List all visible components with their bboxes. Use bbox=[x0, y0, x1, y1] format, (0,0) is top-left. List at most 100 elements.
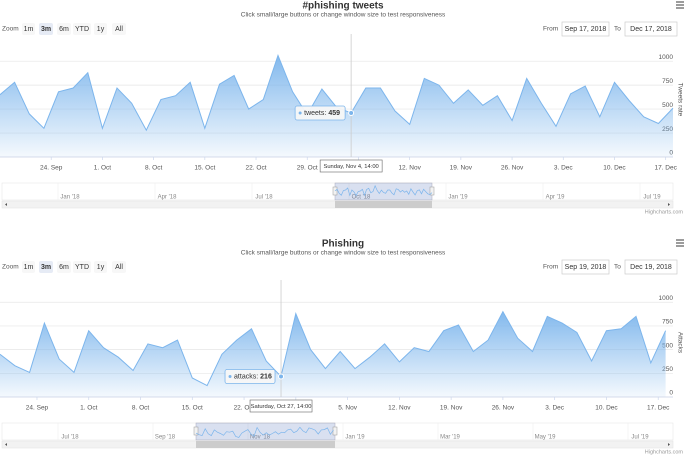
y-tick-label: 750 bbox=[662, 78, 673, 85]
range-button-label[interactable]: 3m bbox=[41, 264, 51, 271]
range-button[interactable] bbox=[94, 23, 107, 35]
x-tick-label: 24. Sep bbox=[26, 405, 49, 412]
navigator-label: Jan '19 bbox=[448, 195, 468, 201]
navigator-handle[interactable] bbox=[429, 186, 435, 196]
x-tick-label: 22. Oct bbox=[234, 405, 255, 412]
to-input[interactable] bbox=[624, 259, 678, 275]
credit[interactable]: Highcharts.com bbox=[645, 209, 684, 215]
credit[interactable]: Highcharts.com bbox=[645, 449, 684, 455]
menu-button[interactable] bbox=[676, 1, 684, 9]
scroll-arrow[interactable] bbox=[668, 443, 670, 446]
range-button[interactable] bbox=[73, 23, 91, 35]
range-button[interactable] bbox=[73, 261, 91, 273]
from-value: Sep 19, 2018 bbox=[565, 264, 607, 271]
x-tick-label: 1. Oct bbox=[80, 405, 98, 412]
navigator-label: Apr '19 bbox=[546, 195, 565, 201]
tooltip-dot bbox=[228, 375, 232, 379]
to-label: To bbox=[614, 264, 621, 271]
tooltip-text: tweets: 459 bbox=[304, 110, 340, 117]
range-button[interactable] bbox=[112, 23, 126, 35]
range-button-label[interactable]: YTD bbox=[75, 264, 89, 271]
range-button[interactable] bbox=[22, 261, 35, 273]
scroll-arrow[interactable] bbox=[5, 443, 7, 446]
range-button-label[interactable]: 3m bbox=[41, 26, 51, 33]
range-button-label[interactable]: YTD bbox=[75, 26, 89, 33]
range-button-label[interactable]: 6m bbox=[59, 26, 69, 33]
scrollbar-thumb[interactable] bbox=[335, 201, 432, 208]
navigator-line bbox=[195, 426, 334, 438]
x-tick-label: 10. Dec bbox=[603, 165, 626, 172]
x-tick-label: 17. Dec bbox=[654, 165, 677, 172]
y-tick-label: 750 bbox=[662, 319, 673, 326]
range-button-label[interactable]: All bbox=[115, 264, 123, 271]
from-input[interactable] bbox=[561, 21, 610, 37]
x-tick-label: 1. Oct bbox=[94, 165, 112, 172]
x-tick-label: 12. Nov bbox=[398, 165, 421, 172]
tooltip-box bbox=[294, 105, 346, 121]
zoom-label: Zoom bbox=[2, 264, 19, 271]
scrollbar[interactable] bbox=[1, 440, 674, 449]
from-label: From bbox=[543, 26, 558, 33]
scroll-arrow[interactable] bbox=[5, 203, 7, 206]
tooltip-text: attacks: 216 bbox=[234, 373, 272, 380]
range-button[interactable] bbox=[39, 23, 53, 35]
range-button[interactable] bbox=[39, 261, 53, 273]
x-tick-label: 15. Oct bbox=[182, 405, 203, 412]
tooltip-dot bbox=[298, 111, 302, 115]
y-axis-title: Tweets rate bbox=[676, 83, 683, 117]
navigator-label: Jan '18 bbox=[60, 195, 80, 201]
x-tick-label: 24. Sep bbox=[40, 165, 63, 172]
y-tick-label: 500 bbox=[662, 102, 673, 109]
scroll-arrow[interactable] bbox=[668, 203, 670, 206]
range-button[interactable] bbox=[57, 261, 71, 273]
navigator-label: Apr '18 bbox=[158, 195, 177, 201]
range-button-label[interactable]: All bbox=[115, 26, 123, 33]
menu-button[interactable] bbox=[676, 239, 684, 247]
area-fill bbox=[0, 55, 673, 157]
y-tick-label: 0 bbox=[669, 390, 673, 397]
x-tick-label: 26. Nov bbox=[492, 405, 515, 412]
x-tick-label: 17. Dec bbox=[647, 405, 670, 412]
chart-title: Phishing bbox=[322, 239, 364, 250]
navigator-label: Sep '18 bbox=[155, 435, 176, 441]
x-tick-label: 15. Oct bbox=[194, 165, 215, 172]
range-button-label[interactable]: 1m bbox=[24, 26, 34, 33]
y-tick-label: 250 bbox=[662, 366, 673, 373]
navigator-line bbox=[334, 184, 433, 197]
x-tick-label: 22. Oct bbox=[246, 165, 267, 172]
from-label: From bbox=[543, 264, 558, 271]
scrollbar-thumb[interactable] bbox=[196, 441, 335, 448]
chart-subtitle: Click small/large buttons or change wind… bbox=[241, 250, 446, 257]
x-tick-label: 3. Dec bbox=[554, 165, 574, 172]
navigator-label: May '19 bbox=[535, 435, 556, 441]
x-tick-label: 29. Oct bbox=[297, 165, 318, 172]
x-tick-label: 10. Dec bbox=[595, 405, 618, 412]
range-button-label[interactable]: 1y bbox=[97, 264, 105, 271]
from-input[interactable] bbox=[561, 259, 610, 275]
navigator-handle[interactable] bbox=[193, 426, 199, 436]
range-button-label[interactable]: 1m bbox=[24, 264, 34, 271]
to-value: Dec 19, 2018 bbox=[630, 264, 672, 271]
y-axis-title: Attacks bbox=[676, 332, 683, 354]
to-input[interactable] bbox=[624, 21, 678, 37]
tooltip-value: 216 bbox=[260, 373, 272, 380]
x-tick-label: 5. Nov bbox=[338, 405, 358, 412]
navigator-selection[interactable] bbox=[334, 182, 433, 201]
x-tick-label: 3. Dec bbox=[545, 405, 565, 412]
tooltip-series: attacks: bbox=[234, 373, 258, 380]
navigator-handle[interactable] bbox=[332, 186, 338, 196]
range-button[interactable] bbox=[22, 23, 35, 35]
range-button[interactable] bbox=[94, 261, 107, 273]
navigator-handle[interactable] bbox=[332, 426, 338, 436]
range-button-label[interactable]: 1y bbox=[97, 26, 105, 33]
navigator-label: Jan '19 bbox=[345, 435, 365, 441]
range-button[interactable] bbox=[57, 23, 71, 35]
range-button-label[interactable]: 6m bbox=[59, 264, 69, 271]
range-button[interactable] bbox=[112, 261, 126, 273]
navigator-label: Oct '18 bbox=[352, 195, 371, 201]
tooltip-value: 459 bbox=[328, 110, 340, 117]
y-tick-label: 1000 bbox=[659, 54, 674, 61]
